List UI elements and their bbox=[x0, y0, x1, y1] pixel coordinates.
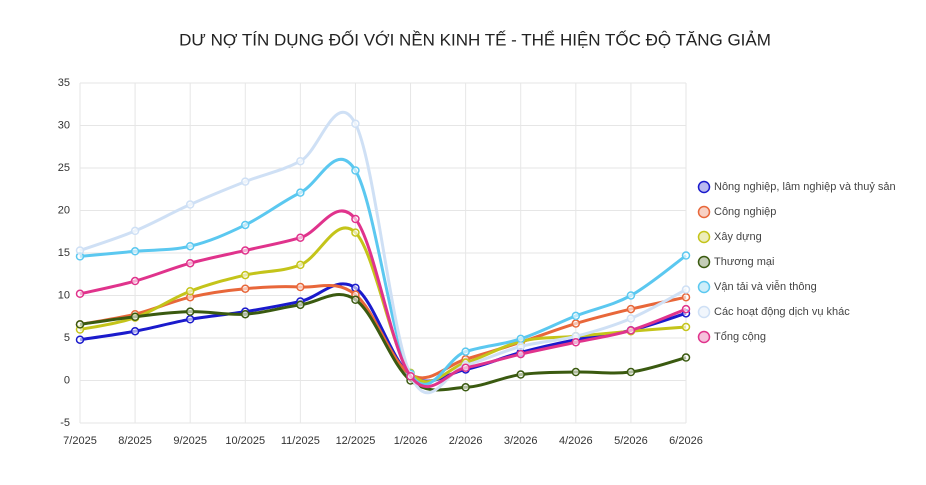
data-point bbox=[626, 326, 636, 335]
x-tick-label: 4/2026 bbox=[559, 435, 593, 447]
x-tick-label: 11/2025 bbox=[281, 435, 320, 447]
data-point bbox=[681, 322, 691, 332]
data-point bbox=[626, 304, 636, 314]
data-point bbox=[185, 307, 195, 316]
data-point bbox=[241, 309, 250, 319]
series-line bbox=[79, 157, 687, 386]
data-point bbox=[296, 233, 305, 242]
x-tick-label: 1/2026 bbox=[394, 435, 428, 447]
chart-title: DƯ NỢ TÍN DỤNG ĐỐI VỚI NỀN KINH TẾ - THỂ… bbox=[179, 29, 771, 49]
data-point bbox=[75, 246, 85, 255]
data-point bbox=[130, 247, 140, 256]
data-point bbox=[571, 311, 581, 321]
x-tick-label: 3/2026 bbox=[504, 435, 538, 447]
data-point bbox=[681, 292, 691, 302]
data-point bbox=[75, 289, 85, 299]
data-point bbox=[406, 372, 415, 381]
data-point bbox=[130, 326, 140, 336]
data-point bbox=[130, 276, 140, 286]
legend-marker bbox=[697, 205, 711, 219]
data-point bbox=[185, 200, 195, 209]
data-point bbox=[351, 295, 360, 304]
data-point bbox=[130, 226, 140, 236]
data-point bbox=[296, 282, 305, 292]
data-point bbox=[571, 338, 581, 347]
data-point bbox=[626, 291, 636, 300]
y-tick-label: 35 bbox=[58, 77, 70, 89]
x-tick-label: 2/2026 bbox=[449, 435, 483, 447]
data-point bbox=[241, 246, 250, 255]
legend-marker bbox=[697, 330, 711, 344]
data-point bbox=[185, 241, 195, 251]
data-point bbox=[75, 335, 85, 344]
legend-label: Nông nghiệp, lâm nghiệp và thuỷ sản bbox=[714, 181, 896, 193]
data-point bbox=[241, 270, 250, 280]
data-point bbox=[516, 342, 525, 351]
data-point bbox=[571, 319, 581, 328]
data-point bbox=[461, 347, 470, 356]
data-point bbox=[681, 251, 691, 260]
data-point bbox=[681, 353, 691, 362]
y-tick-label: 10 bbox=[58, 289, 70, 301]
data-point bbox=[351, 214, 360, 224]
data-point bbox=[296, 260, 305, 270]
y-tick-label: 15 bbox=[58, 247, 70, 259]
data-point bbox=[516, 370, 525, 379]
legend-label: Xây dựng bbox=[714, 231, 762, 243]
x-tick-label: 6/2026 bbox=[669, 435, 703, 447]
data-point bbox=[461, 363, 470, 372]
legend-marker bbox=[697, 255, 711, 269]
x-tick-label: 12/2025 bbox=[336, 435, 376, 447]
data-point bbox=[351, 119, 360, 129]
data-point bbox=[351, 228, 360, 237]
data-point bbox=[681, 304, 691, 314]
data-point bbox=[185, 287, 195, 296]
y-tick-label: -5 bbox=[60, 417, 70, 429]
x-tick-label: 10/2025 bbox=[225, 435, 265, 447]
y-tick-label: 30 bbox=[58, 119, 70, 131]
data-point bbox=[185, 315, 195, 324]
data-point bbox=[241, 284, 250, 293]
data-point bbox=[130, 312, 140, 321]
y-tick-label: 0 bbox=[64, 374, 70, 386]
data-point bbox=[571, 367, 581, 377]
data-point bbox=[296, 188, 305, 197]
legend-marker bbox=[697, 230, 711, 244]
data-point bbox=[75, 320, 85, 329]
data-point bbox=[296, 156, 305, 166]
data-point bbox=[185, 258, 195, 268]
legend-label: Thương mại bbox=[714, 256, 774, 268]
x-tick-label: 5/2026 bbox=[614, 435, 648, 447]
legend-label: Vận tải và viễn thông bbox=[714, 280, 817, 293]
y-tick-label: 5 bbox=[64, 332, 70, 344]
data-point bbox=[241, 177, 250, 186]
legend-label: Công nghiệp bbox=[714, 206, 776, 218]
data-point bbox=[681, 285, 691, 294]
legend-label: Tổng cộng bbox=[714, 331, 766, 343]
data-point bbox=[461, 383, 470, 392]
data-point bbox=[516, 334, 525, 344]
data-point bbox=[296, 300, 305, 310]
data-point bbox=[626, 314, 636, 323]
legend-marker bbox=[697, 305, 711, 319]
x-tick-label: 8/2025 bbox=[118, 435, 152, 447]
data-point bbox=[626, 367, 636, 377]
x-tick-label: 9/2025 bbox=[173, 435, 207, 447]
data-point bbox=[351, 166, 360, 175]
legend-marker bbox=[697, 280, 711, 294]
data-point bbox=[351, 283, 360, 293]
legend-marker bbox=[697, 180, 711, 194]
data-point bbox=[241, 220, 250, 230]
y-tick-label: 25 bbox=[58, 162, 70, 174]
legend-label: Các hoạt động dịch vụ khác bbox=[714, 306, 850, 318]
x-tick-label: 7/2025 bbox=[63, 435, 97, 447]
y-tick-label: 20 bbox=[58, 204, 70, 216]
data-point bbox=[516, 349, 525, 359]
